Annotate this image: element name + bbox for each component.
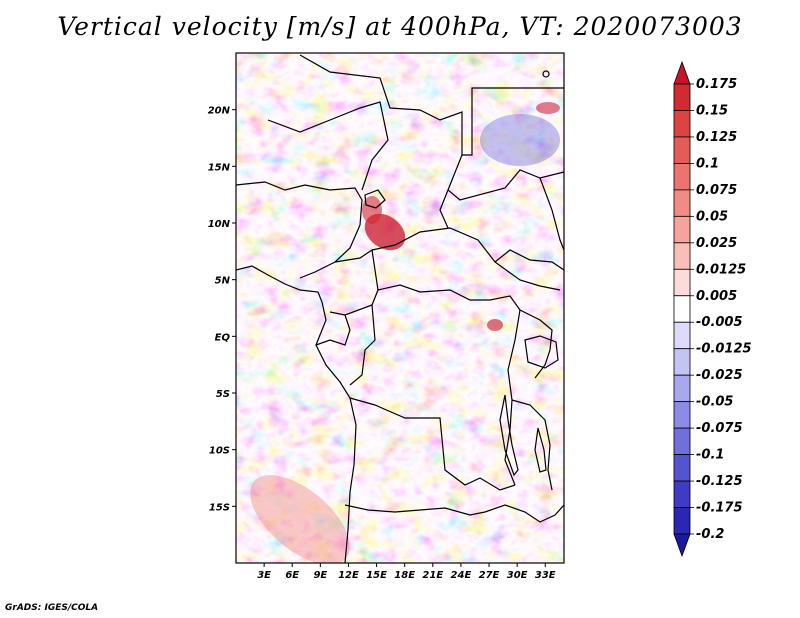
grads-credit: GrADS: IGES/COLA [5,603,99,613]
colorbar-swatch [673,110,691,138]
colorbar-swatch [673,295,691,323]
colorbar-swatch [673,83,691,111]
colorbar-level-label: -0.1 [696,448,724,463]
border-zambia [484,504,564,523]
ascent-cell [487,319,503,331]
colorbar-level-label: -0.025 [696,368,743,383]
colorbar-level-label: 0.075 [696,183,737,198]
colorbar-swatch [673,480,691,508]
lon-tick-label: 24E [451,570,472,581]
border-south-sudan [494,249,564,271]
colorbar-swatch [673,215,691,244]
colorbar-swatch [673,136,691,164]
colorbar-level-label: -0.175 [696,501,743,516]
lake-tanganyika [499,394,519,477]
lat-tick-label: 20N [208,106,231,117]
lat-tick-label: 5N [215,276,231,287]
lake-victoria [524,335,559,369]
colorbar-level-label: 0.15 [696,103,728,118]
map-title: Vertical velocity [m/s] at 400hPa, VT: 2… [57,12,743,41]
colorbar-swatch [673,189,691,217]
colorbar-level-label: 0.0125 [696,262,746,277]
lon-tick-label: 9E [313,570,327,581]
ascent-cell [362,196,382,224]
colorbar-level-label: -0.2 [696,527,724,542]
border-ethiopia [539,177,564,251]
border-nigeria [236,181,363,279]
nile-delta [542,70,550,78]
colorbar-swatch [673,268,691,297]
country-borders [236,54,564,563]
lon-tick-label: 6E [285,570,299,581]
colorbar-level-label: 0.05 [696,209,728,224]
lon-tick-label: 33E [535,570,556,581]
colorbar-level-label: -0.0125 [696,342,752,357]
colorbar-level-label: -0.005 [696,315,743,330]
lon-tick-label: 15E [366,570,387,581]
ascent-cell [536,102,560,114]
colorbar-level-label: 0.025 [696,236,737,251]
colorbar-level-label: 0.005 [696,289,737,304]
lon-tick-label: 21E [422,570,443,581]
lat-tick-label: 10N [208,219,231,230]
lon-tick-label: 30E [507,570,528,581]
colorbar-top-arrow [673,60,691,85]
border-niger-chad [267,101,389,191]
colorbar: 0.175 0.15 0.125 0.1 0.075 0.05 0.025 0.0125 0.0… [673,60,752,558]
colorbar-level-label: 0.175 [696,77,737,92]
colorbar-swatch [673,374,691,403]
map-frame [235,52,565,564]
lat-tick-label: EQ [215,332,231,343]
border-gabon [315,314,351,346]
colorbar-bottom-arrow [673,533,691,558]
border-congo-drc [349,284,521,386]
colorbar-swatch [673,507,691,535]
lon-tick-label: 27E [479,570,500,581]
longitude-axis: 3E 6E 9E 12E 15E 18E 21E 24E 27E 30E 33E [257,563,556,581]
colorbar-swatch [673,348,691,376]
colorbar-swatch [673,427,691,455]
lat-tick-label: 15S [209,502,230,513]
colorbar-level-label: -0.125 [696,474,743,489]
lat-tick-label: 5S [216,389,230,400]
lat-tick-label: 10S [209,446,230,457]
colorbar-swatch [673,454,691,482]
latitude-axis: 20N 15N 10N 5N EQ 5S 10S 15S [208,106,236,513]
lake-malawi [534,427,547,473]
lon-tick-label: 3E [257,570,271,581]
border-drc-angola [349,397,516,491]
velocity-shading [236,53,564,563]
colorbar-level-label: -0.05 [696,395,733,410]
colorbar-level-label: -0.075 [696,421,743,436]
descent-patch [250,475,350,563]
colorbar-swatch [673,321,691,350]
border-car [371,227,561,291]
border-libya-chad-sudan [299,54,564,156]
subsidence-patch [480,114,560,166]
colorbar-level-label: 0.1 [696,156,719,171]
lakes [364,70,559,477]
velocity-field [236,53,564,563]
colorbar-swatch [673,163,691,191]
border-tanzania [511,399,553,491]
border-angola-namibia [344,504,486,516]
lake-chad [364,189,386,209]
colorbar-swatch [673,242,691,270]
lat-tick-label: 15N [208,162,231,173]
lon-tick-label: 12E [338,570,359,581]
colorbar-swatch [673,401,691,429]
colorbar-level-label: 0.125 [696,130,737,145]
lon-tick-label: 18E [394,570,415,581]
